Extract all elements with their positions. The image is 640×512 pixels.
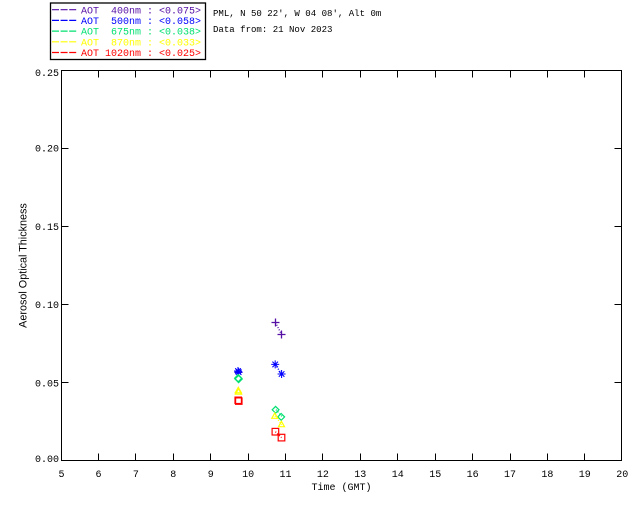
- svg-text:13: 13: [354, 470, 366, 481]
- svg-text:8: 8: [170, 470, 176, 481]
- svg-text:AOT 1020nm : <0.025>: AOT 1020nm : <0.025>: [81, 49, 201, 60]
- svg-text:0.25: 0.25: [35, 69, 59, 80]
- svg-text:11: 11: [279, 470, 291, 481]
- svg-text:0.00: 0.00: [35, 455, 59, 466]
- svg-text:AOT 500nm : <0.058>: AOT 500nm : <0.058>: [81, 17, 201, 28]
- svg-text:5: 5: [58, 470, 64, 481]
- svg-text:6: 6: [95, 470, 101, 481]
- svg-text:7: 7: [133, 470, 139, 481]
- svg-text:9: 9: [208, 470, 214, 481]
- svg-text:15: 15: [429, 470, 441, 481]
- svg-text:AOT 870nm : <0.033>: AOT 870nm : <0.033>: [81, 38, 201, 49]
- svg-text:18: 18: [541, 470, 553, 481]
- svg-text:12: 12: [317, 470, 329, 481]
- svg-text:0.15: 0.15: [35, 223, 59, 234]
- svg-text:10: 10: [242, 470, 254, 481]
- svg-text:Data from: 21 Nov 2023: Data from: 21 Nov 2023: [213, 24, 332, 35]
- svg-text:16: 16: [467, 470, 479, 481]
- svg-text:Aerosol Optical Thickness: Aerosol Optical Thickness: [18, 203, 30, 328]
- svg-text:AOT 675nm : <0.038>: AOT 675nm : <0.038>: [81, 28, 201, 39]
- svg-text:19: 19: [579, 470, 591, 481]
- svg-text:PML, N 50 22', W 04 08', Alt 0: PML, N 50 22', W 04 08', Alt 0m: [213, 8, 381, 19]
- svg-text:0.20: 0.20: [35, 145, 59, 156]
- svg-text:14: 14: [392, 470, 404, 481]
- svg-text:20: 20: [616, 470, 628, 481]
- svg-text:Time (GMT): Time (GMT): [311, 482, 371, 494]
- svg-text:0.05: 0.05: [35, 379, 59, 390]
- svg-text:0.10: 0.10: [35, 301, 59, 312]
- svg-text:AOT 400nm : <0.075>: AOT 400nm : <0.075>: [81, 6, 201, 17]
- svg-text:17: 17: [504, 470, 516, 481]
